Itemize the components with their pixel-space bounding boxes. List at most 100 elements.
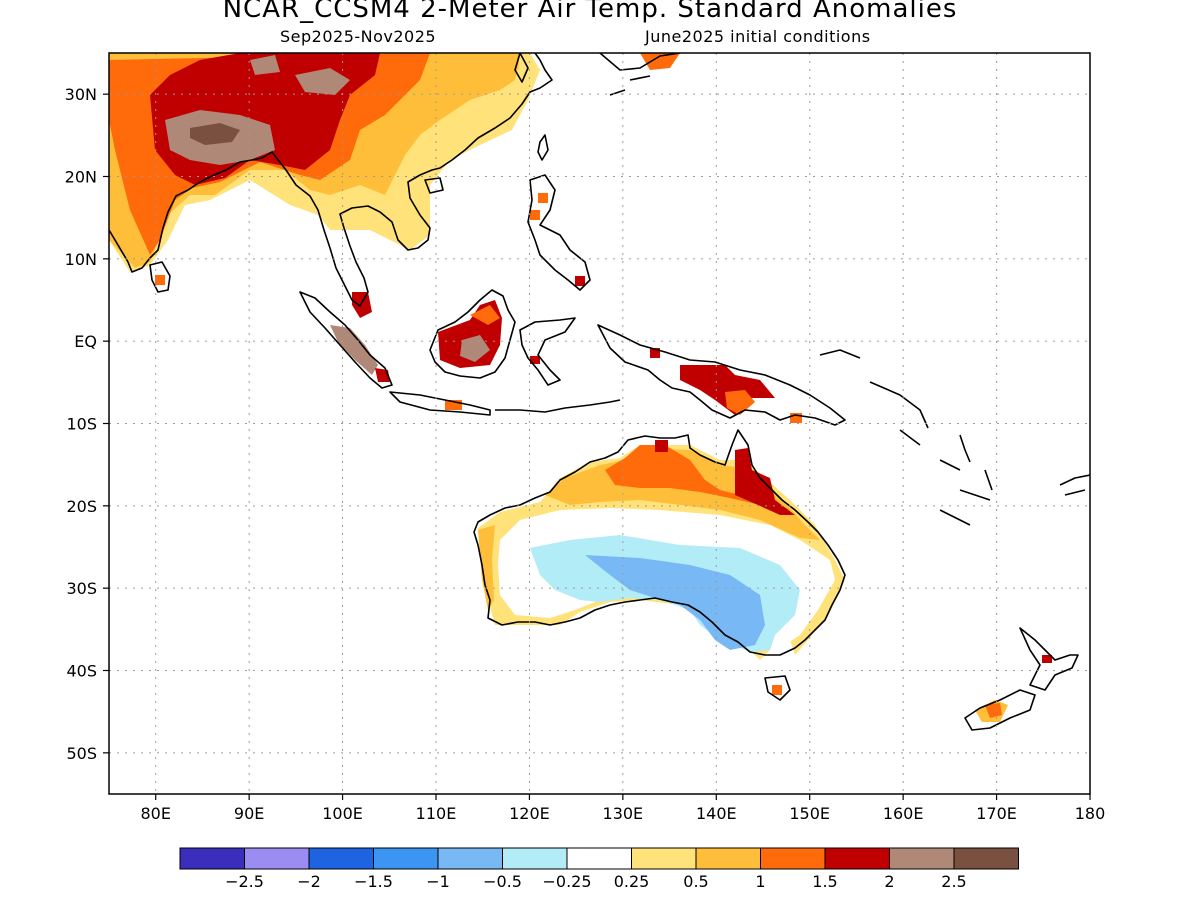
lon-tick-label: 110E — [416, 804, 457, 823]
australia-anomaly-2b — [655, 440, 668, 452]
latitude-axis: 30N 20N 10N EQ 10S 20S 30S 40S 50S — [65, 85, 109, 763]
coast-solomons — [899, 429, 991, 526]
coast-sumatra — [299, 291, 393, 389]
colorbar-swatch — [760, 847, 826, 870]
coast-nz-south — [964, 689, 1036, 731]
australia-anomaly-west — [478, 525, 495, 610]
lon-tick-label: 100E — [322, 804, 363, 823]
colorbar-label: −1.5 — [354, 872, 393, 891]
borneo-anomaly-2-5 — [460, 335, 490, 362]
coast-hainan — [424, 177, 444, 194]
coast-korea — [514, 53, 529, 83]
colorbar-label: −2.5 — [225, 872, 264, 891]
lat-tick-label: 50S — [66, 744, 97, 763]
colorbar: −2.5 −2 −1.5 −1 −0.5 −0.25 0.25 0.5 1 1.5 2 2.5 — [179, 847, 1019, 891]
australia-anomalies — [478, 440, 845, 695]
lon-tick-label: 90E — [234, 804, 264, 823]
coast-srilanka — [149, 261, 171, 293]
colorbar-label: 2.5 — [941, 872, 966, 891]
new-guinea-anomaly-2 — [680, 365, 775, 415]
asia-anomaly-2-5b — [295, 68, 350, 95]
lon-tick-label: 170E — [976, 804, 1017, 823]
lat-tick-label: 20N — [65, 168, 97, 187]
lat-tick-label: 40S — [66, 662, 97, 681]
philippines-anomaly-1 — [538, 193, 548, 203]
lat-tick-label: EQ — [74, 332, 97, 351]
colorbar-swatch — [695, 847, 761, 870]
coast-asia-mainland — [109, 53, 553, 307]
colorbar-label: −2 — [297, 872, 321, 891]
nz-anomalies — [975, 655, 1052, 722]
colorbar-swatch — [824, 847, 890, 870]
lat-tick-label: 30N — [65, 85, 97, 104]
nz-north-anomaly — [1042, 655, 1052, 663]
lon-tick-label: 80E — [140, 804, 170, 823]
lon-tick-label: 120E — [509, 804, 550, 823]
coast-sulawesi — [519, 317, 576, 386]
coast-philippines — [527, 174, 591, 291]
coast-japan — [599, 53, 681, 96]
coast-nz-north — [1019, 627, 1079, 691]
colorbar-swatch — [566, 847, 632, 870]
anomaly-field — [109, 53, 1090, 731]
new-guinea-anomaly-1-5 — [725, 390, 755, 415]
japan-anomaly — [640, 53, 680, 70]
lat-tick-label: 10S — [66, 415, 97, 434]
colorbar-swatch — [953, 847, 1019, 870]
lon-tick-label: 140E — [696, 804, 737, 823]
colorbar-label: −1 — [426, 872, 450, 891]
colorbar-label: 1 — [755, 872, 765, 891]
colorbar-label: 1.5 — [812, 872, 837, 891]
colorbar-swatch — [373, 847, 439, 870]
colorbar-swatch — [244, 847, 310, 870]
lat-tick-label: 10N — [65, 250, 97, 269]
maritime-warm-anomalies — [155, 193, 802, 423]
lat-tick-label: 20S — [66, 497, 97, 516]
colorbar-swatch — [889, 847, 955, 870]
colorbar-swatch — [437, 847, 503, 870]
chart-title: NCAR_CCSM4 2-Meter Air Temp. Standard An… — [222, 0, 958, 24]
coast-fiji — [1059, 474, 1090, 496]
longitude-axis: 80E 90E 100E 110E 120E 130E 140E 150E 160E 170E 18… — [140, 794, 1105, 823]
mindanao-anomaly — [575, 276, 585, 286]
lon-tick-label: 180 — [1075, 804, 1106, 823]
forecast-period: Sep2025-Nov2025 — [280, 27, 437, 46]
philippines-anomaly-2 — [530, 210, 540, 220]
australia-anomaly-1-5 — [605, 445, 790, 510]
lon-tick-label: 130E — [603, 804, 644, 823]
asia-anomaly-3 — [190, 123, 240, 145]
korea-anomaly — [490, 53, 520, 90]
asia-warm-anomalies — [109, 53, 680, 272]
lat-tick-label: 30S — [66, 579, 97, 598]
srilanka-anomaly — [155, 275, 165, 285]
colorbar-label: −0.5 — [483, 872, 522, 891]
coast-java — [389, 391, 491, 416]
coast-australia — [473, 429, 846, 656]
coast-borneo — [429, 289, 516, 379]
coast-tasmania — [764, 675, 791, 701]
colorbar-swatch — [179, 847, 245, 870]
colorbar-swatch — [308, 847, 374, 870]
colorbar-swatch — [631, 847, 697, 870]
nz-south-anomaly-1-5 — [985, 703, 1002, 718]
asia-anomaly-2-5c — [250, 55, 280, 75]
colorbar-label: −0.25 — [542, 872, 591, 891]
coast-bismarck — [819, 349, 929, 429]
lon-tick-label: 150E — [789, 804, 830, 823]
colorbar-swatch — [502, 847, 568, 870]
australia-anomaly-2 — [735, 448, 795, 515]
colorbar-label: 0.5 — [683, 872, 708, 891]
initial-conditions: June2025 initial conditions — [645, 27, 871, 46]
coast-new-guinea — [597, 324, 846, 426]
sulawesi-anomaly — [530, 356, 540, 364]
sumatra-anomaly-2-5 — [330, 325, 378, 375]
malaya-anomaly — [352, 292, 372, 318]
coastlines — [109, 53, 1090, 731]
colorbar-label: 2 — [884, 872, 894, 891]
colorbar-label: 0.25 — [614, 872, 650, 891]
coast-vanuatu — [959, 434, 993, 491]
borneo-anomaly-1-5 — [470, 305, 500, 325]
coast-lesser-sunda — [495, 399, 621, 413]
coast-taiwan — [537, 134, 549, 161]
